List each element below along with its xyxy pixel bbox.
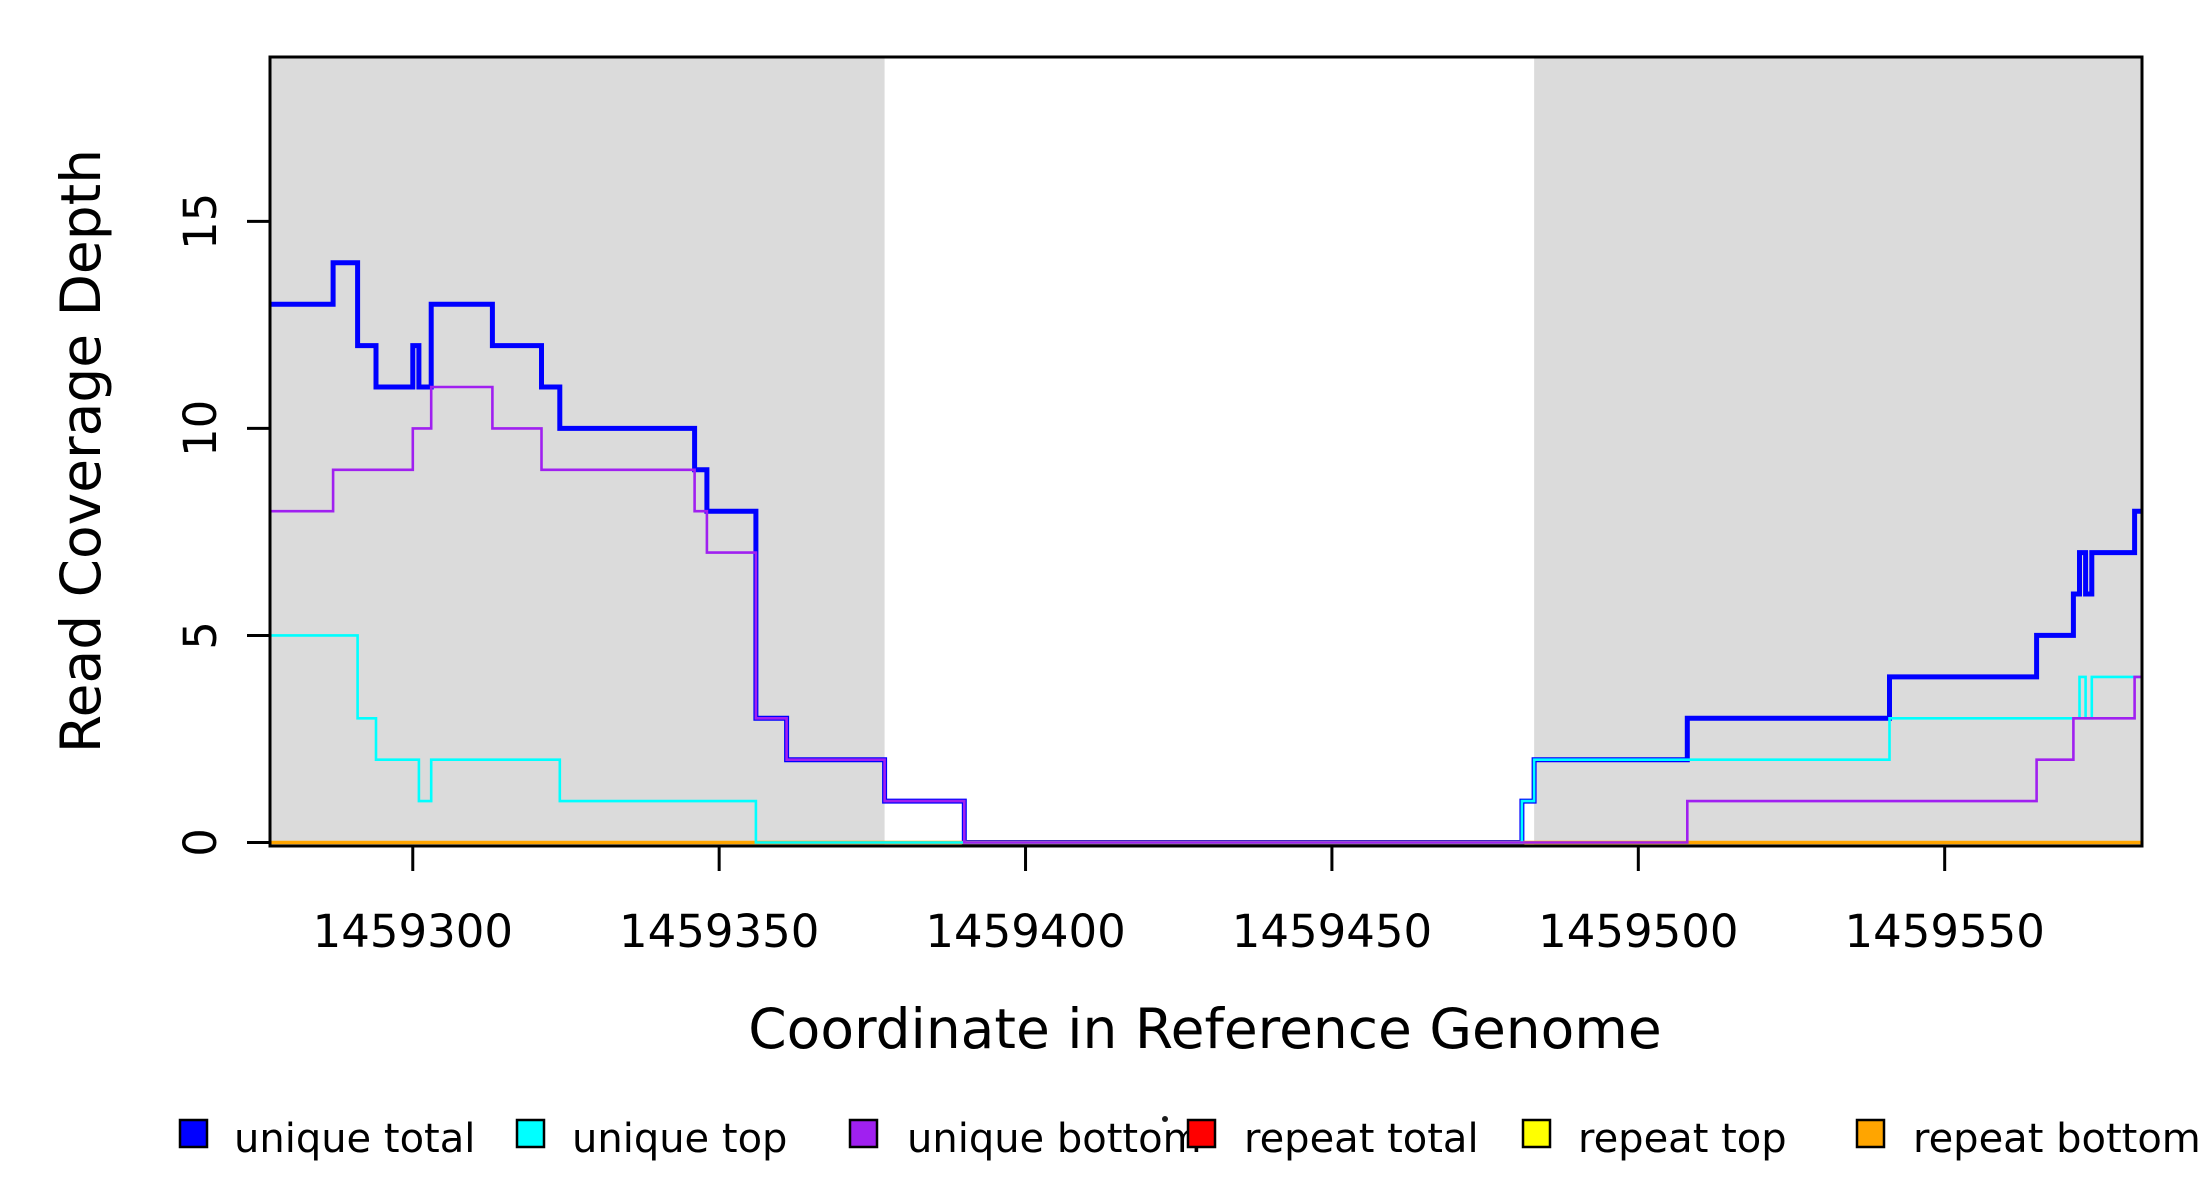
y-tick-label: 5 [174, 621, 227, 650]
legend-swatch-unique-top [515, 1118, 546, 1149]
legend-label-unique-top: unique top [572, 1116, 787, 1162]
legend-label-unique-bottom: unique bottom [907, 1116, 1202, 1162]
x-tick-label: 1459550 [1844, 905, 2044, 958]
x-tick-label: 1459300 [313, 905, 513, 958]
repeat-region-shading [270, 57, 885, 846]
legend-swatch-repeat-bottom [1855, 1118, 1886, 1149]
repeat-region-shading [1534, 57, 2142, 846]
x-tick-label: 1459450 [1232, 905, 1432, 958]
x-tick-label: 1459350 [619, 905, 819, 958]
legend-label-repeat-total: repeat total [1244, 1116, 1479, 1162]
x-tick-label: 1459400 [925, 905, 1125, 958]
y-axis-title: Read Coverage Depth [49, 149, 113, 753]
legend-swatch-repeat-top [1521, 1118, 1552, 1149]
legend-label-repeat-bottom: repeat bottom [1913, 1116, 2200, 1162]
y-tick-label: 15 [174, 193, 227, 250]
plot-box [268, 55, 2144, 848]
legend-label-unique-total: unique total [234, 1116, 475, 1162]
series-line-unique-bottom [270, 385, 2142, 844]
x-tick-label: 1459500 [1538, 905, 1738, 958]
legend-swatch-unique-total [178, 1118, 209, 1149]
legend-swatch-repeat-total [1186, 1118, 1217, 1149]
legend-label-repeat-top: repeat top [1578, 1116, 1787, 1162]
x-axis-title: Coordinate in Reference Genome [748, 997, 1661, 1061]
legend-swatch-unique-bottom [848, 1118, 879, 1149]
y-tick-label: 0 [174, 828, 227, 857]
stray-dot-artifact [1162, 1116, 1168, 1122]
y-tick-label: 10 [174, 400, 227, 457]
